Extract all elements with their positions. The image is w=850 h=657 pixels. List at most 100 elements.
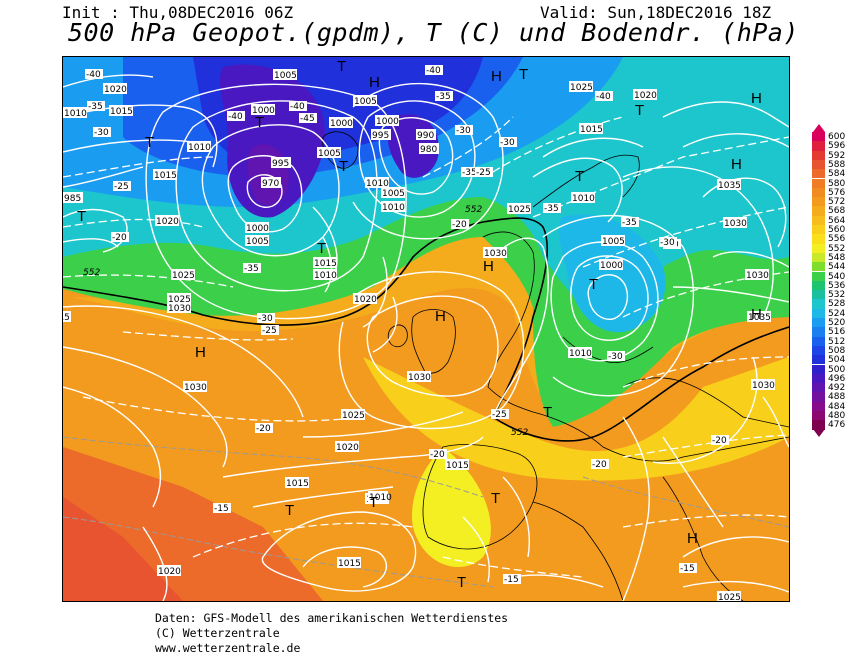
svg-text:970: 970 [262, 179, 279, 189]
low-marker: T [589, 276, 598, 293]
svg-text:1010: 1010 [188, 143, 211, 153]
temp-label: -15 [679, 563, 697, 574]
legend-swatch [812, 141, 825, 151]
field-south-west-deep [63, 497, 183, 601]
footer-copyright: (C) Wetterzentrale [155, 626, 280, 640]
legend-level-label: 528 [828, 299, 846, 310]
geopot-labels: 552 552 552 [83, 205, 528, 438]
svg-text:1015: 1015 [314, 259, 337, 269]
temp-label: -25 [261, 325, 279, 336]
low-marker: T [457, 574, 466, 591]
pressure-labels: 1020 1015 1010 1005 1000 1005 1005 995 1… [63, 69, 775, 601]
legend-level-label: 588 [828, 159, 846, 170]
svg-text:-35: -35 [244, 264, 259, 274]
svg-text:1010: 1010 [366, 179, 389, 189]
legend-level-label: 556 [828, 234, 846, 245]
svg-text:1030: 1030 [724, 219, 747, 229]
high-marker: H [435, 308, 446, 325]
weather-map: 1020 1015 1010 1005 1000 1005 1005 995 1… [62, 56, 790, 602]
temp-label: -30 [257, 313, 275, 324]
temperature-labels: -40 -35 -30 -40 -45 -40 -35 -30 -40 -35 … [85, 65, 729, 585]
svg-text:-25: -25 [476, 168, 491, 178]
svg-text:990: 990 [417, 131, 434, 141]
svg-text:1015: 1015 [63, 313, 70, 323]
legend-swatch [812, 411, 825, 421]
pressure-label: 1005 [317, 147, 341, 159]
pressure-label: 1020 [157, 565, 181, 577]
legend-level-label: 516 [828, 327, 846, 338]
svg-text:1005: 1005 [382, 189, 405, 199]
legend-swatch [812, 215, 825, 225]
pressure-label: 1000 [245, 222, 269, 234]
pressure-label: 1005 [245, 235, 269, 247]
svg-text:-35: -35 [462, 168, 477, 178]
pressure-label: 1020 [353, 293, 377, 305]
legend-level-label: 584 [828, 169, 846, 180]
svg-text:-40: -40 [228, 112, 243, 122]
pressure-label: 1030 [723, 217, 747, 229]
legend-level-label: 508 [828, 345, 846, 356]
svg-text:-40: -40 [86, 70, 101, 80]
svg-text:1030: 1030 [746, 271, 769, 281]
svg-text:-30: -30 [258, 314, 273, 324]
temp-label: -20 [429, 449, 447, 460]
svg-text:1010: 1010 [369, 493, 392, 503]
low-marker: T [77, 208, 86, 225]
legend-swatch [812, 178, 825, 188]
low-marker: T [339, 158, 348, 175]
legend-swatch [812, 252, 825, 263]
legend-level-label: 532 [828, 290, 846, 301]
legend-swatch [812, 197, 825, 207]
legend-level-label: 476 [828, 420, 846, 431]
legend-swatch [812, 392, 825, 402]
svg-text:-15: -15 [680, 564, 695, 574]
pressure-label: 1005 [381, 187, 405, 199]
legend-level-label: 492 [828, 383, 846, 394]
high-markers: H H H H H H H H H [195, 68, 762, 547]
temp-label: -20 [591, 459, 609, 470]
pressure-label: 1010 [63, 107, 87, 119]
low-marker: T [317, 240, 326, 257]
pressure-label: 1015 [337, 557, 361, 569]
svg-text:-20: -20 [592, 460, 607, 470]
temp-label: -30 [607, 351, 625, 362]
pressure-label: 1020 [335, 441, 359, 453]
legend-level-label: 576 [828, 187, 846, 198]
low-marker: T [285, 502, 294, 519]
legend-swatch [812, 132, 825, 142]
svg-text:1000: 1000 [600, 261, 623, 271]
svg-text:1005: 1005 [602, 237, 625, 247]
svg-text:1035: 1035 [748, 313, 771, 323]
low-marker: T [145, 134, 154, 151]
temp-label: -35 [621, 217, 639, 228]
svg-text:980: 980 [420, 145, 437, 155]
field-yellow-band [363, 357, 789, 481]
legend-swatch [812, 383, 825, 393]
legend-level-label: 600 [828, 132, 846, 142]
pressure-label: 1000 [329, 117, 353, 129]
footer-credits: Daten: GFS-Modell des amerikanischen Wet… [155, 611, 508, 656]
temp-label: -35 [243, 263, 261, 274]
legend-swatch [812, 280, 825, 291]
svg-text:1015: 1015 [286, 479, 309, 489]
pressure-label: 1000 [251, 104, 275, 116]
svg-text:1005: 1005 [274, 71, 297, 81]
low-marker: T [255, 114, 264, 131]
svg-text:-20: -20 [712, 436, 727, 446]
svg-text:-15: -15 [214, 504, 229, 514]
legend-swatch [812, 234, 825, 244]
svg-text:1020: 1020 [354, 295, 377, 305]
pressure-label: 1010 [187, 141, 211, 153]
legend-level-label: 548 [828, 252, 846, 263]
footer-source: Daten: GFS-Modell des amerikanischen Wet… [155, 611, 509, 625]
svg-text:1030: 1030 [752, 381, 775, 391]
legend-level-label: 564 [828, 215, 846, 226]
svg-text:-35: -35 [622, 218, 637, 228]
svg-text:1020: 1020 [634, 91, 657, 101]
svg-text:1015: 1015 [154, 171, 177, 181]
svg-text:1025: 1025 [168, 295, 191, 305]
geopot-contours [63, 436, 789, 588]
svg-text:552: 552 [511, 428, 528, 438]
legend-swatch [812, 225, 825, 235]
legend-swatch [812, 290, 825, 300]
